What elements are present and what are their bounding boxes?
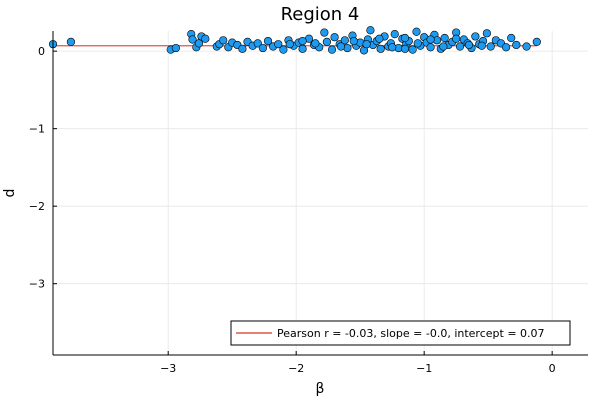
data-point: [201, 34, 210, 43]
y-tick-label: −1: [29, 123, 45, 136]
data-point: [327, 45, 337, 54]
data-point: [413, 39, 422, 48]
chart-title: Region 4: [281, 4, 360, 25]
data-point: [66, 37, 76, 46]
data-point: [336, 42, 346, 51]
axes: [52, 31, 588, 356]
data-point: [311, 39, 320, 48]
data-point: [501, 43, 511, 52]
data-point: [320, 28, 329, 37]
data-point: [375, 34, 384, 43]
y-tick-label: 0: [38, 45, 45, 58]
data-point: [400, 33, 410, 43]
data-point: [274, 40, 283, 49]
data-point: [388, 43, 397, 52]
y-tick-label: −2: [29, 200, 45, 213]
data-point: [426, 35, 435, 44]
data-point: [322, 37, 331, 46]
data-point: [439, 42, 448, 51]
data-point: [532, 37, 541, 46]
y-axis-label: d: [2, 189, 18, 198]
data-point: [188, 35, 197, 44]
data-point: [426, 43, 435, 52]
tick-labels: −3 −2 −1 0 0 −1 −2 −3: [29, 45, 556, 375]
grid: [53, 31, 588, 355]
data-point: [482, 29, 491, 38]
data-point: [330, 33, 339, 42]
y-tick-label: −3: [29, 278, 45, 291]
data-point: [477, 41, 486, 50]
data-point: [258, 43, 268, 53]
x-tick-label: −3: [160, 362, 176, 375]
data-point: [455, 42, 465, 51]
data-point: [238, 44, 247, 53]
data-point: [507, 33, 516, 43]
data-point: [349, 36, 358, 46]
data-point: [471, 32, 480, 41]
x-tick-label: −1: [416, 362, 432, 375]
data-point: [253, 39, 262, 48]
x-axis-label: β: [316, 381, 325, 397]
data-point: [400, 44, 410, 53]
data-point: [285, 40, 294, 49]
x-tick-label: 0: [549, 362, 556, 375]
data-point: [452, 34, 461, 43]
x-tick-label: −2: [288, 362, 304, 375]
legend-box: [230, 320, 571, 346]
data-point: [263, 36, 273, 46]
data-points: [48, 26, 541, 55]
data-point: [298, 36, 307, 46]
data-point: [408, 45, 417, 54]
data-point: [412, 27, 421, 36]
data-point: [464, 40, 474, 50]
data-point: [522, 42, 531, 51]
legend: Pearson r = -0.03, slope = -0.0, interce…: [230, 320, 571, 346]
data-point: [486, 42, 495, 51]
data-point: [376, 44, 385, 53]
data-point: [362, 40, 371, 49]
data-point: [298, 44, 307, 53]
data-point: [194, 39, 204, 48]
data-point: [512, 40, 521, 50]
data-point: [279, 45, 288, 54]
data-point: [340, 36, 349, 45]
data-point: [390, 30, 399, 39]
data-point: [219, 36, 228, 45]
data-point: [366, 26, 375, 35]
legend-fit-label: Pearson r = -0.03, slope = -0.0, interce…: [277, 327, 545, 340]
data-point: [171, 43, 180, 53]
data-point: [440, 33, 449, 43]
